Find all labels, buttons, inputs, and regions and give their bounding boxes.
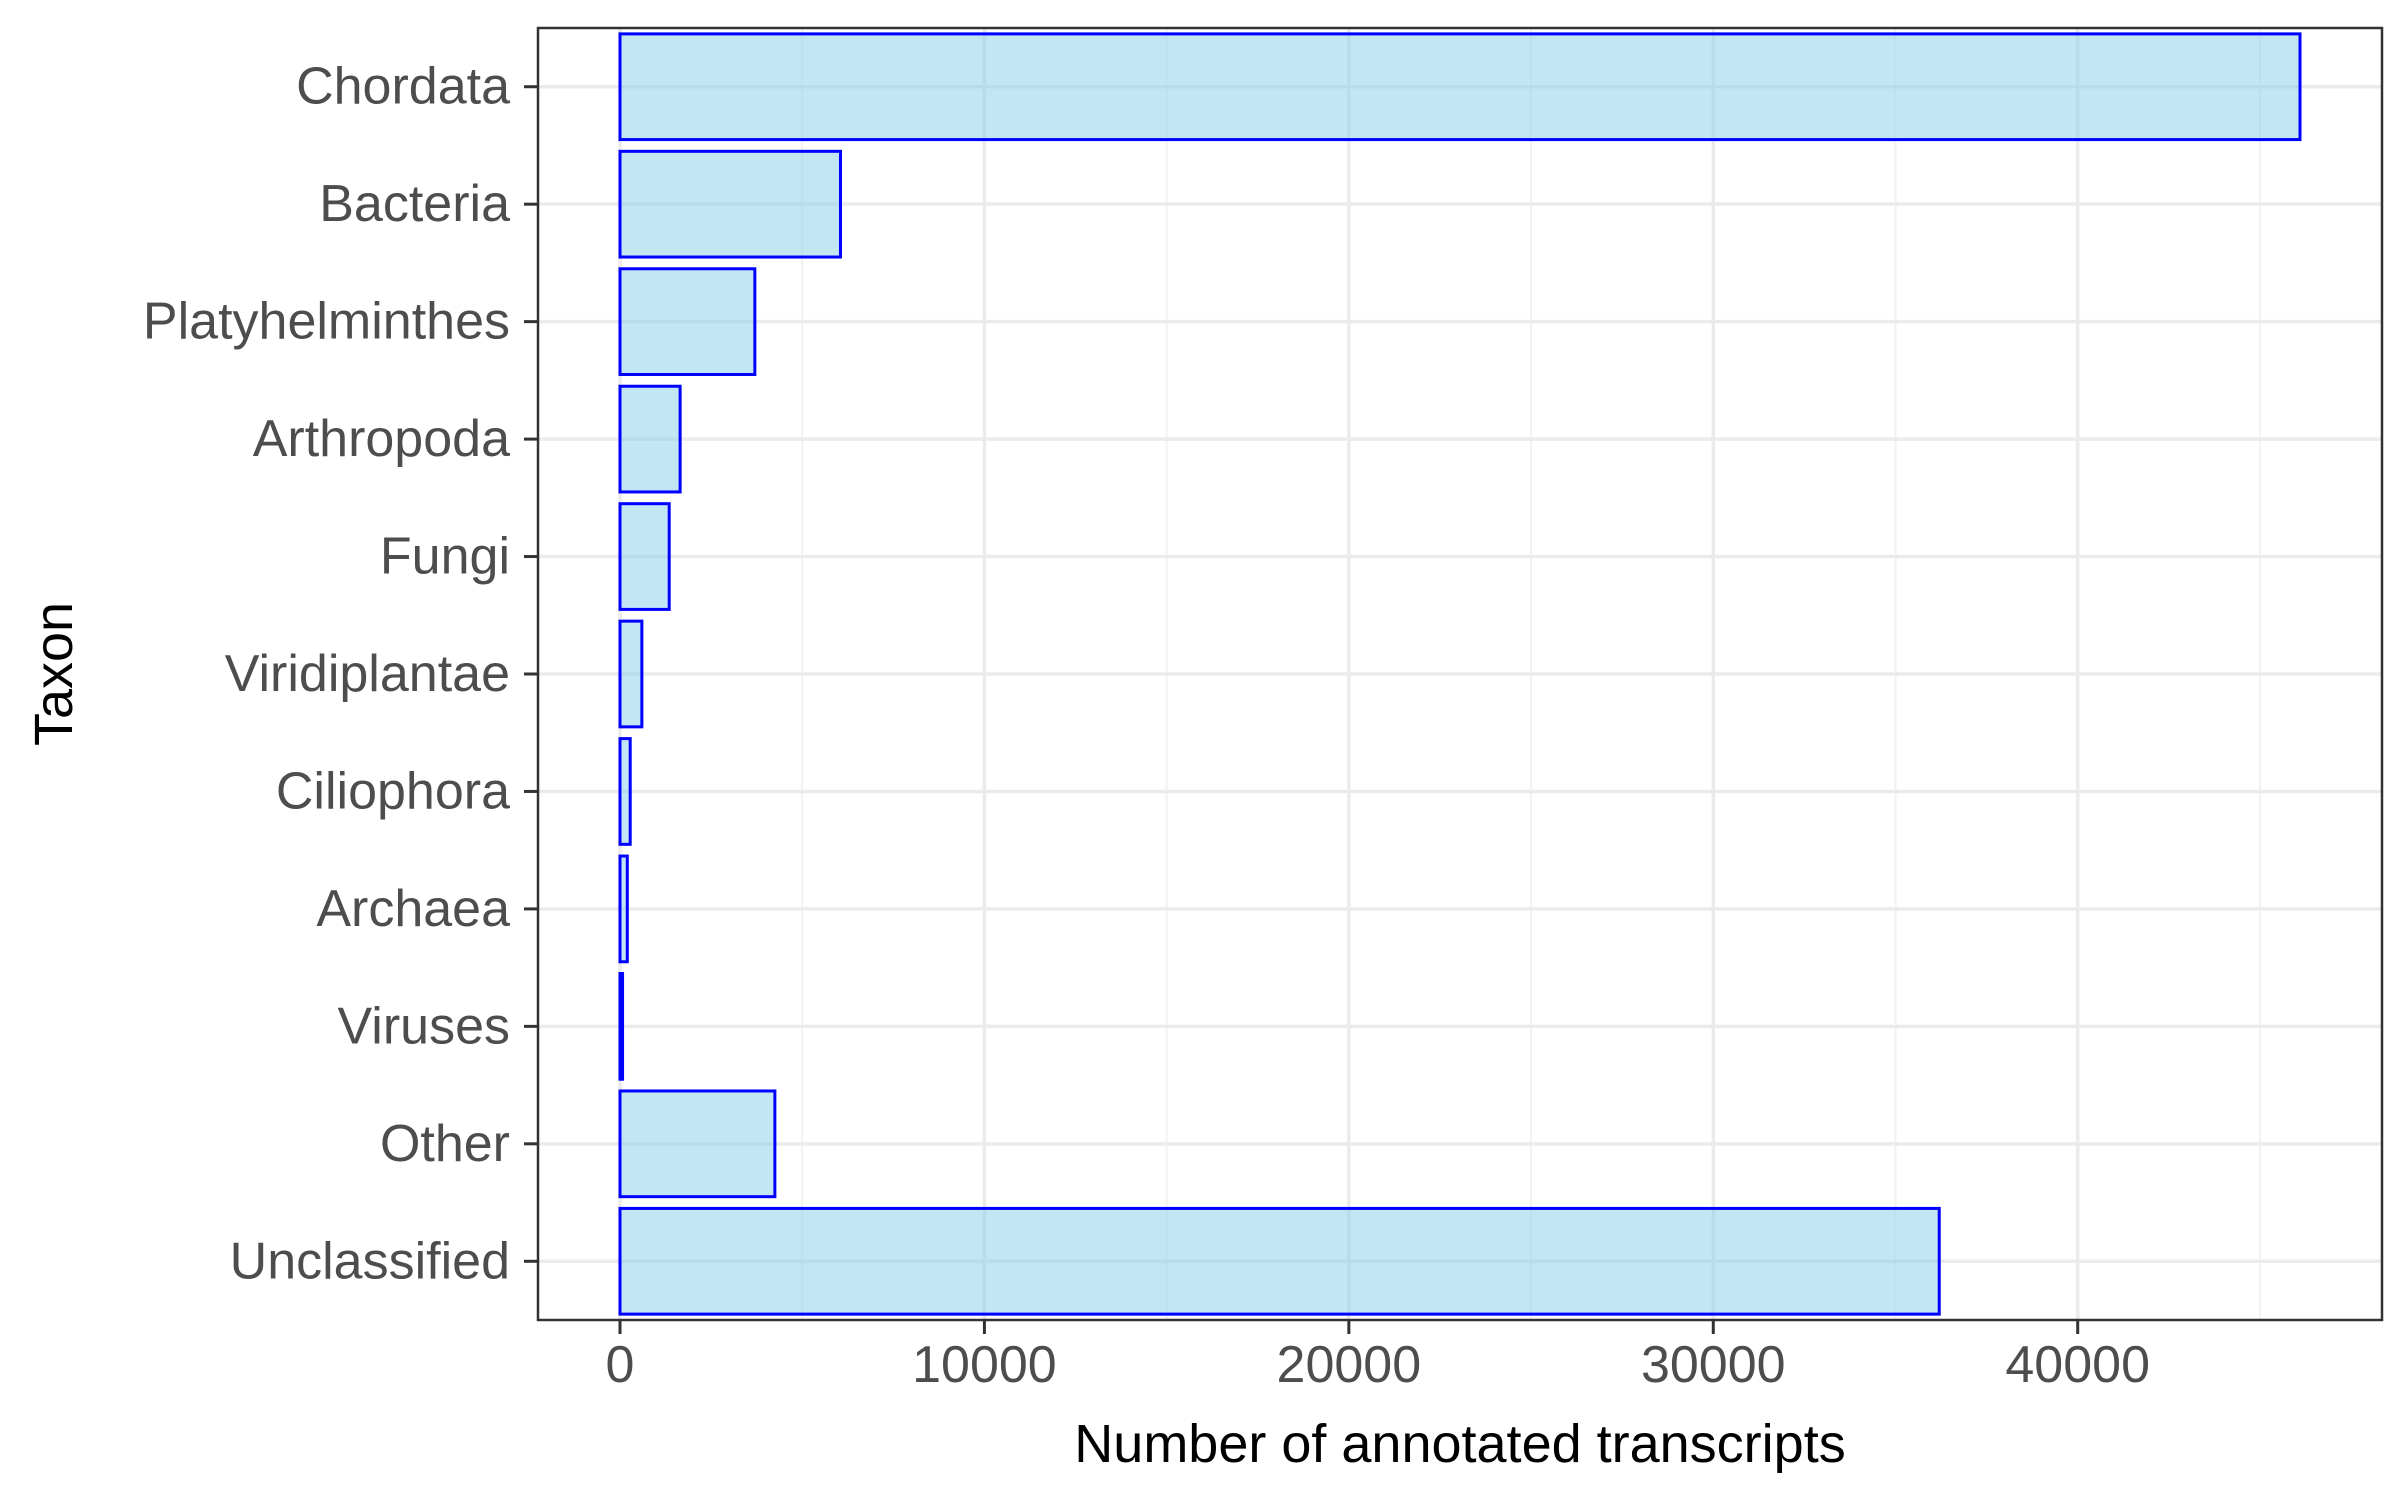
x-tick-label: 40000	[2005, 1336, 2150, 1394]
bar-other	[618, 1089, 777, 1199]
bar-unclassified	[618, 1206, 1941, 1316]
bar-bacteria	[618, 149, 842, 259]
bar-viruses	[618, 972, 625, 1081]
y-tick-label: Viruses	[338, 997, 510, 1055]
y-tick-label: Chordata	[296, 58, 510, 116]
y-tick-label: Platyhelminthes	[143, 293, 510, 351]
y-tick-label: Other	[380, 1115, 510, 1173]
x-tick-label: 0	[606, 1336, 635, 1394]
x-axis: 0 10000 20000 30000 40000	[606, 1320, 2150, 1394]
y-tick-label: Ciliophora	[276, 762, 510, 820]
bar-fungi	[618, 502, 671, 611]
y-axis-title: Taxon	[24, 602, 84, 746]
x-tick-label: 10000	[912, 1336, 1057, 1394]
bar-arthropoda	[618, 384, 682, 494]
y-tick-label: Viridiplantae	[225, 645, 510, 703]
y-tick-label: Fungi	[380, 528, 510, 586]
bar-platyhelminthes	[618, 267, 757, 376]
bar-ciliophora	[618, 737, 632, 846]
y-tick-label: Unclassified	[230, 1232, 510, 1290]
y-axis: Chordata Bacteria Platyhelminthes Arthropod…	[143, 58, 538, 1290]
y-tick-label: Bacteria	[319, 175, 510, 233]
bars	[618, 32, 2302, 1316]
y-tick-label: Archaea	[316, 880, 510, 938]
y-tick-label: Arthropoda	[253, 410, 510, 468]
x-tick-label: 30000	[1641, 1336, 1786, 1394]
bar-viridiplantae	[618, 619, 644, 729]
x-tick-label: 20000	[1277, 1336, 1422, 1394]
bar-archaea	[618, 854, 629, 964]
bar-chordata	[618, 32, 2302, 142]
x-axis-title: Number of annotated transcripts	[1074, 1414, 1845, 1474]
